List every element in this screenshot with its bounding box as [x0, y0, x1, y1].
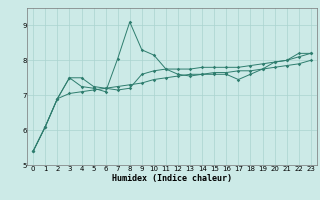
X-axis label: Humidex (Indice chaleur): Humidex (Indice chaleur): [112, 174, 232, 183]
